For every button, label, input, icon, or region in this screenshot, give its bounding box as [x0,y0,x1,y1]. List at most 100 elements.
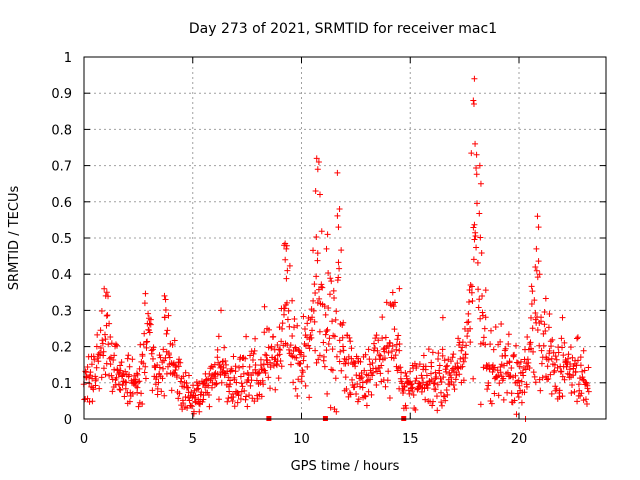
data-point [110,357,117,364]
data-point [539,374,546,381]
data-point [427,370,434,377]
data-point [555,349,562,356]
data-point [372,335,379,342]
data-point [82,368,89,375]
data-point [460,377,467,384]
data-point [165,312,172,319]
data-point [298,373,305,380]
data-point [563,363,570,370]
data-point [103,312,110,319]
data-point [354,381,361,388]
data-point [464,319,471,326]
data-point [500,375,507,382]
data-point [537,387,544,394]
data-point [248,377,255,384]
data-point [475,304,482,311]
data-point [223,361,230,368]
data-point [440,374,447,381]
data-point [470,256,477,263]
data-point [443,363,450,370]
data-point [550,369,557,376]
data-point [322,311,329,318]
data-point [532,379,539,386]
data-point [459,339,466,346]
data-point [231,403,238,410]
data-point [396,285,403,292]
data-point [518,399,525,406]
data-point [286,346,293,353]
data-point [286,323,293,330]
data-point [294,393,301,400]
data-point [142,290,149,297]
data-point [118,359,125,366]
data-point [561,339,568,346]
data-point [140,360,147,367]
data-point [198,389,205,396]
data-point [468,150,475,157]
data-point [577,362,584,369]
data-point [244,403,251,410]
data-point [237,395,244,402]
data-point [487,341,494,348]
data-point [222,358,229,365]
data-point [367,376,374,383]
data-point [362,393,369,400]
data-point [294,322,301,329]
data-point [538,347,545,354]
data-point [495,392,502,399]
data-point [274,342,281,349]
data-point [447,358,454,365]
data-point [353,390,360,397]
data-point [186,397,193,404]
data-point [129,356,136,363]
data-point [126,398,133,405]
data-point [528,301,535,308]
data-point [295,376,302,383]
data-point [277,346,284,353]
data-point [432,386,439,393]
data-point [554,364,561,371]
data-point [351,384,358,391]
data-point [189,403,196,410]
data-point [428,359,435,366]
data-point [545,356,552,363]
data-point [433,393,440,400]
y-axis-label: SRMTID / TECUs [7,186,22,291]
data-point [419,375,426,382]
data-point [553,385,560,392]
data-point [533,245,540,252]
data-point [552,353,559,360]
data-point [382,383,389,390]
data-point [458,347,465,354]
data-point [546,347,553,354]
y-tick-label: 0.5 [51,232,72,247]
data-point [447,372,454,379]
data-point [185,372,192,379]
data-point [97,344,104,351]
data-point [577,392,584,399]
data-point [459,344,466,351]
data-point [505,340,512,347]
data-point [235,392,242,399]
data-point [481,325,488,332]
data-point [112,381,119,388]
x-axis-label: GPS time / hours [291,459,400,474]
data-point [336,206,343,213]
data-point [550,349,557,356]
data-point [450,351,457,358]
data-point [289,297,296,304]
data-point [388,348,395,355]
data-point [302,382,309,389]
data-point [393,341,400,348]
y-tick-label: 0.7 [51,160,72,175]
data-point [141,330,148,337]
data-point [387,340,394,347]
data-point [536,376,543,383]
data-point [438,389,445,396]
y-tick-label: 0.2 [51,341,72,356]
data-point [89,398,96,405]
data-point [160,365,167,372]
data-point [392,352,399,359]
data-point [251,347,258,354]
data-point [518,378,525,385]
